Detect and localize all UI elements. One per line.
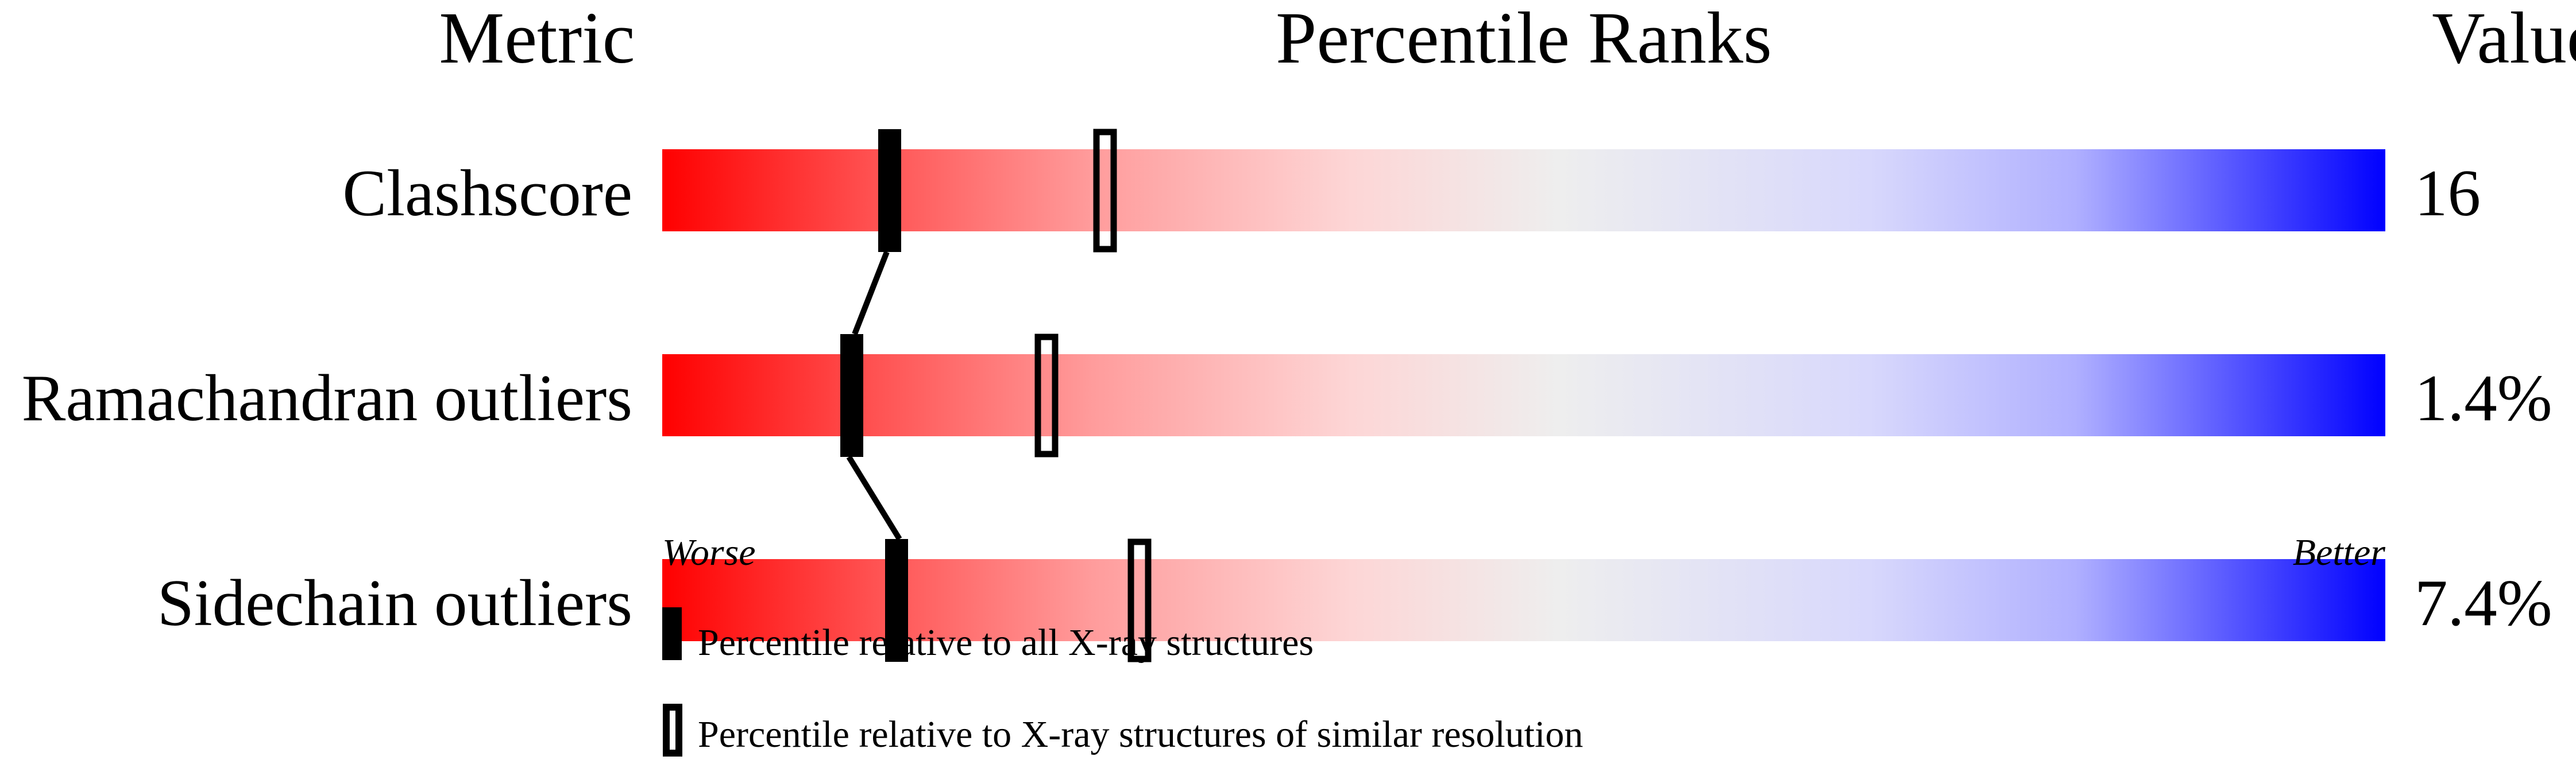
metric-value: 1.4% bbox=[2415, 362, 2552, 435]
axis-label-better: Better bbox=[2293, 532, 2386, 573]
axis-label-worse: Worse bbox=[662, 532, 756, 573]
marker-similar-resolution bbox=[1034, 334, 1059, 457]
legend-solid-marker-icon bbox=[662, 607, 682, 660]
marker-similar-resolution bbox=[1093, 129, 1117, 253]
percentile-bar bbox=[662, 559, 2385, 641]
metric-label: Clashscore bbox=[342, 157, 632, 230]
metric-value: 16 bbox=[2415, 157, 2481, 230]
percentile-bar bbox=[662, 149, 2385, 231]
header-value: Value bbox=[2432, 0, 2576, 79]
marker-all-structures bbox=[878, 129, 901, 252]
metric-value: 7.4% bbox=[2415, 567, 2552, 639]
header-metric: Metric bbox=[439, 0, 635, 79]
legend-all-label: Percentile relative to all X-ray structu… bbox=[698, 622, 1314, 664]
header-percentile-ranks: Percentile Ranks bbox=[1276, 0, 1772, 79]
marker-all-structures bbox=[885, 539, 908, 662]
metric-label: Sidechain outliers bbox=[157, 567, 632, 639]
metric-label: Ramachandran outliers bbox=[22, 362, 632, 435]
marker-similar-resolution bbox=[1127, 538, 1152, 662]
marker-all-structures bbox=[840, 334, 863, 457]
legend-open-marker-icon bbox=[663, 704, 682, 757]
percentile-bar bbox=[662, 354, 2385, 436]
connector-line bbox=[846, 455, 902, 541]
legend-similar-label: Percentile relative to X-ray structures … bbox=[698, 714, 1583, 755]
connector-line bbox=[852, 251, 890, 335]
